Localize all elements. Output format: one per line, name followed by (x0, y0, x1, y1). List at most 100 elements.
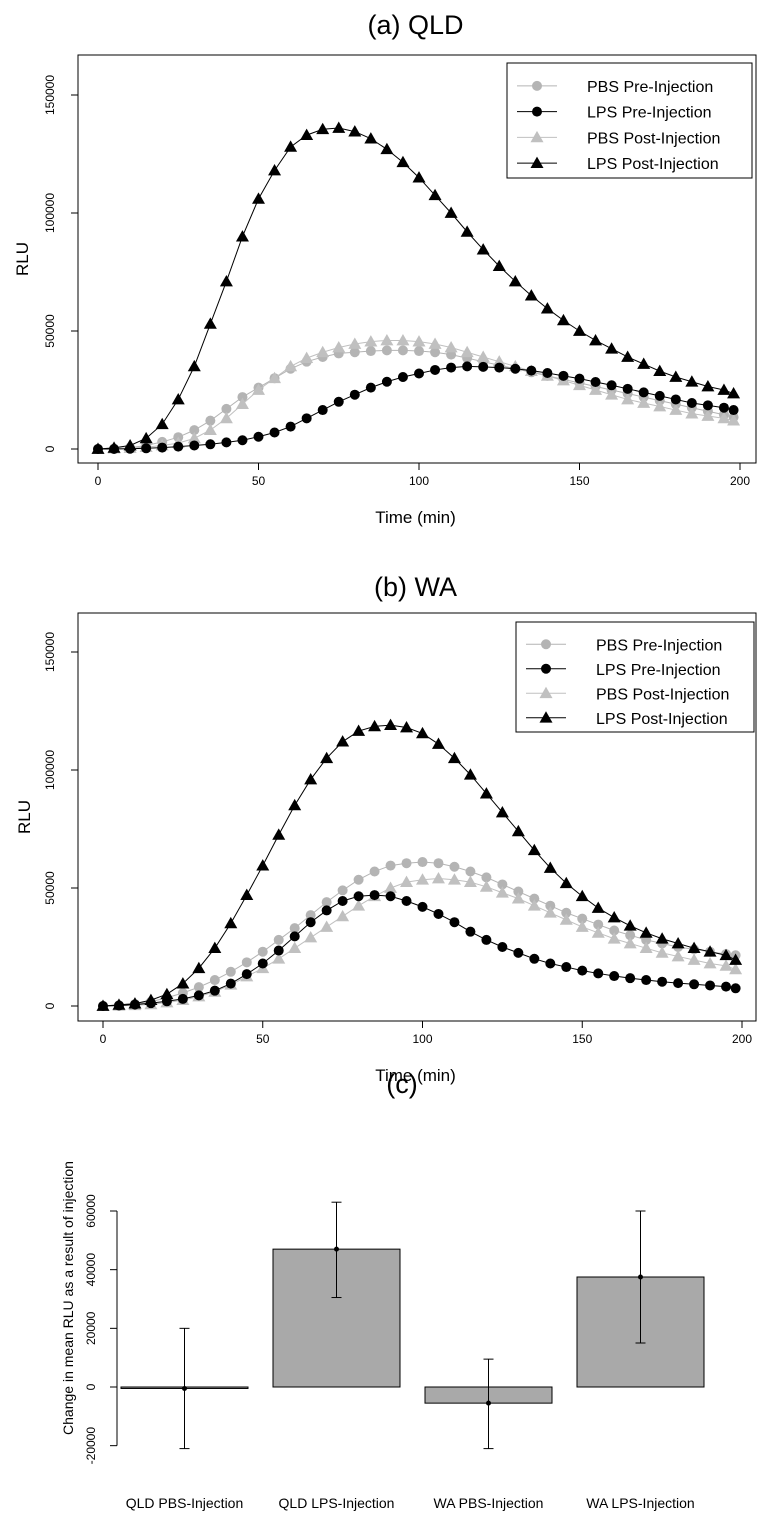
data-point (573, 324, 586, 336)
data-point (173, 441, 184, 452)
data-point (727, 414, 741, 426)
data-point (526, 365, 537, 376)
legend-label: PBS Post-Injection (596, 686, 729, 703)
mean-point (638, 1274, 643, 1280)
data-point (727, 387, 741, 399)
data-point (605, 388, 619, 400)
data-point (719, 959, 733, 971)
legend-marker (541, 663, 551, 674)
data-point (492, 259, 506, 271)
data-point (192, 961, 206, 974)
data-point (385, 891, 396, 902)
data-point (171, 392, 185, 405)
y-tick-label: -20000 (84, 1427, 98, 1465)
data-point (591, 926, 605, 938)
data-point (540, 302, 554, 314)
data-point (462, 361, 473, 372)
data-point (671, 936, 685, 949)
data-point (209, 985, 220, 996)
x-tick-label: 0 (95, 474, 102, 488)
data-point (460, 345, 474, 358)
data-point (575, 920, 589, 932)
mean-point (486, 1400, 491, 1406)
data-point (177, 993, 188, 1004)
y-axis-label: RLU (15, 800, 34, 834)
series-lps-post-injection (96, 718, 743, 1011)
data-point (657, 976, 668, 987)
data-point (622, 383, 633, 394)
data-point (559, 876, 573, 889)
data-point (412, 171, 426, 183)
data-point (209, 975, 220, 986)
chart-a: (a) QLD 0 50 100 150 200 0 50000 100000 150000 Tim… (13, 10, 757, 527)
data-point (639, 941, 653, 954)
data-point (527, 843, 541, 856)
data-point (203, 423, 217, 435)
data-point (333, 396, 344, 407)
data-point (542, 368, 553, 379)
data-point (685, 375, 699, 387)
data-point (380, 142, 394, 155)
data-point (253, 431, 264, 442)
data-point (494, 362, 505, 373)
data-point (428, 188, 442, 201)
legend-marker (541, 639, 551, 650)
data-point (433, 908, 444, 919)
category-label: WA LPS-Injection (586, 1495, 694, 1511)
data-point (728, 405, 739, 416)
data-point (730, 983, 741, 994)
data-point (364, 335, 378, 347)
data-point (653, 400, 667, 412)
data-point (589, 333, 603, 346)
data-point (639, 926, 653, 938)
data-point (701, 379, 715, 392)
legend-marker (530, 130, 544, 143)
data-point (621, 392, 635, 405)
y-tick-label: 50000 (43, 314, 57, 348)
x-tick-label: 100 (412, 1032, 432, 1046)
data-point (412, 335, 426, 347)
data-point (348, 125, 362, 137)
x-axis-label: Time (min) (375, 1066, 456, 1085)
data-point (495, 805, 509, 818)
data-point (139, 431, 153, 444)
data-point (591, 901, 605, 913)
legend-marker (532, 106, 542, 117)
data-point (433, 858, 444, 869)
data-point (284, 359, 298, 372)
data-point (481, 872, 492, 883)
data-point (397, 372, 408, 383)
data-point (637, 396, 651, 408)
data-point (641, 975, 652, 986)
data-point (593, 968, 604, 979)
data-point (589, 383, 603, 395)
data-point (268, 164, 282, 176)
x-tick-label: 150 (572, 1032, 592, 1046)
data-point (573, 378, 586, 391)
data-point (654, 390, 665, 401)
data-point (607, 911, 621, 923)
legend-label: LPS Post-Injection (596, 711, 728, 728)
data-point (444, 206, 458, 218)
data-point (670, 394, 681, 405)
data-point (476, 350, 490, 362)
chart-c: (c) -20000 0 20000 40000 60000 Change in mean … (60, 1069, 705, 1511)
data-point (289, 931, 300, 942)
data-point (511, 824, 525, 837)
data-point (701, 409, 715, 421)
data-point (729, 962, 743, 975)
data-point (317, 405, 328, 416)
data-point (241, 957, 252, 968)
data-point (401, 858, 412, 869)
data-point (316, 122, 330, 135)
legend-label: LPS Pre-Injection (596, 662, 721, 679)
data-point (155, 417, 169, 430)
data-point (669, 403, 683, 415)
data-point (556, 313, 570, 326)
y-tick-label: 150000 (43, 75, 57, 115)
data-point (225, 966, 236, 977)
data-point (205, 439, 216, 450)
data-point (400, 721, 414, 733)
data-point (91, 442, 105, 454)
data-point (257, 958, 268, 969)
